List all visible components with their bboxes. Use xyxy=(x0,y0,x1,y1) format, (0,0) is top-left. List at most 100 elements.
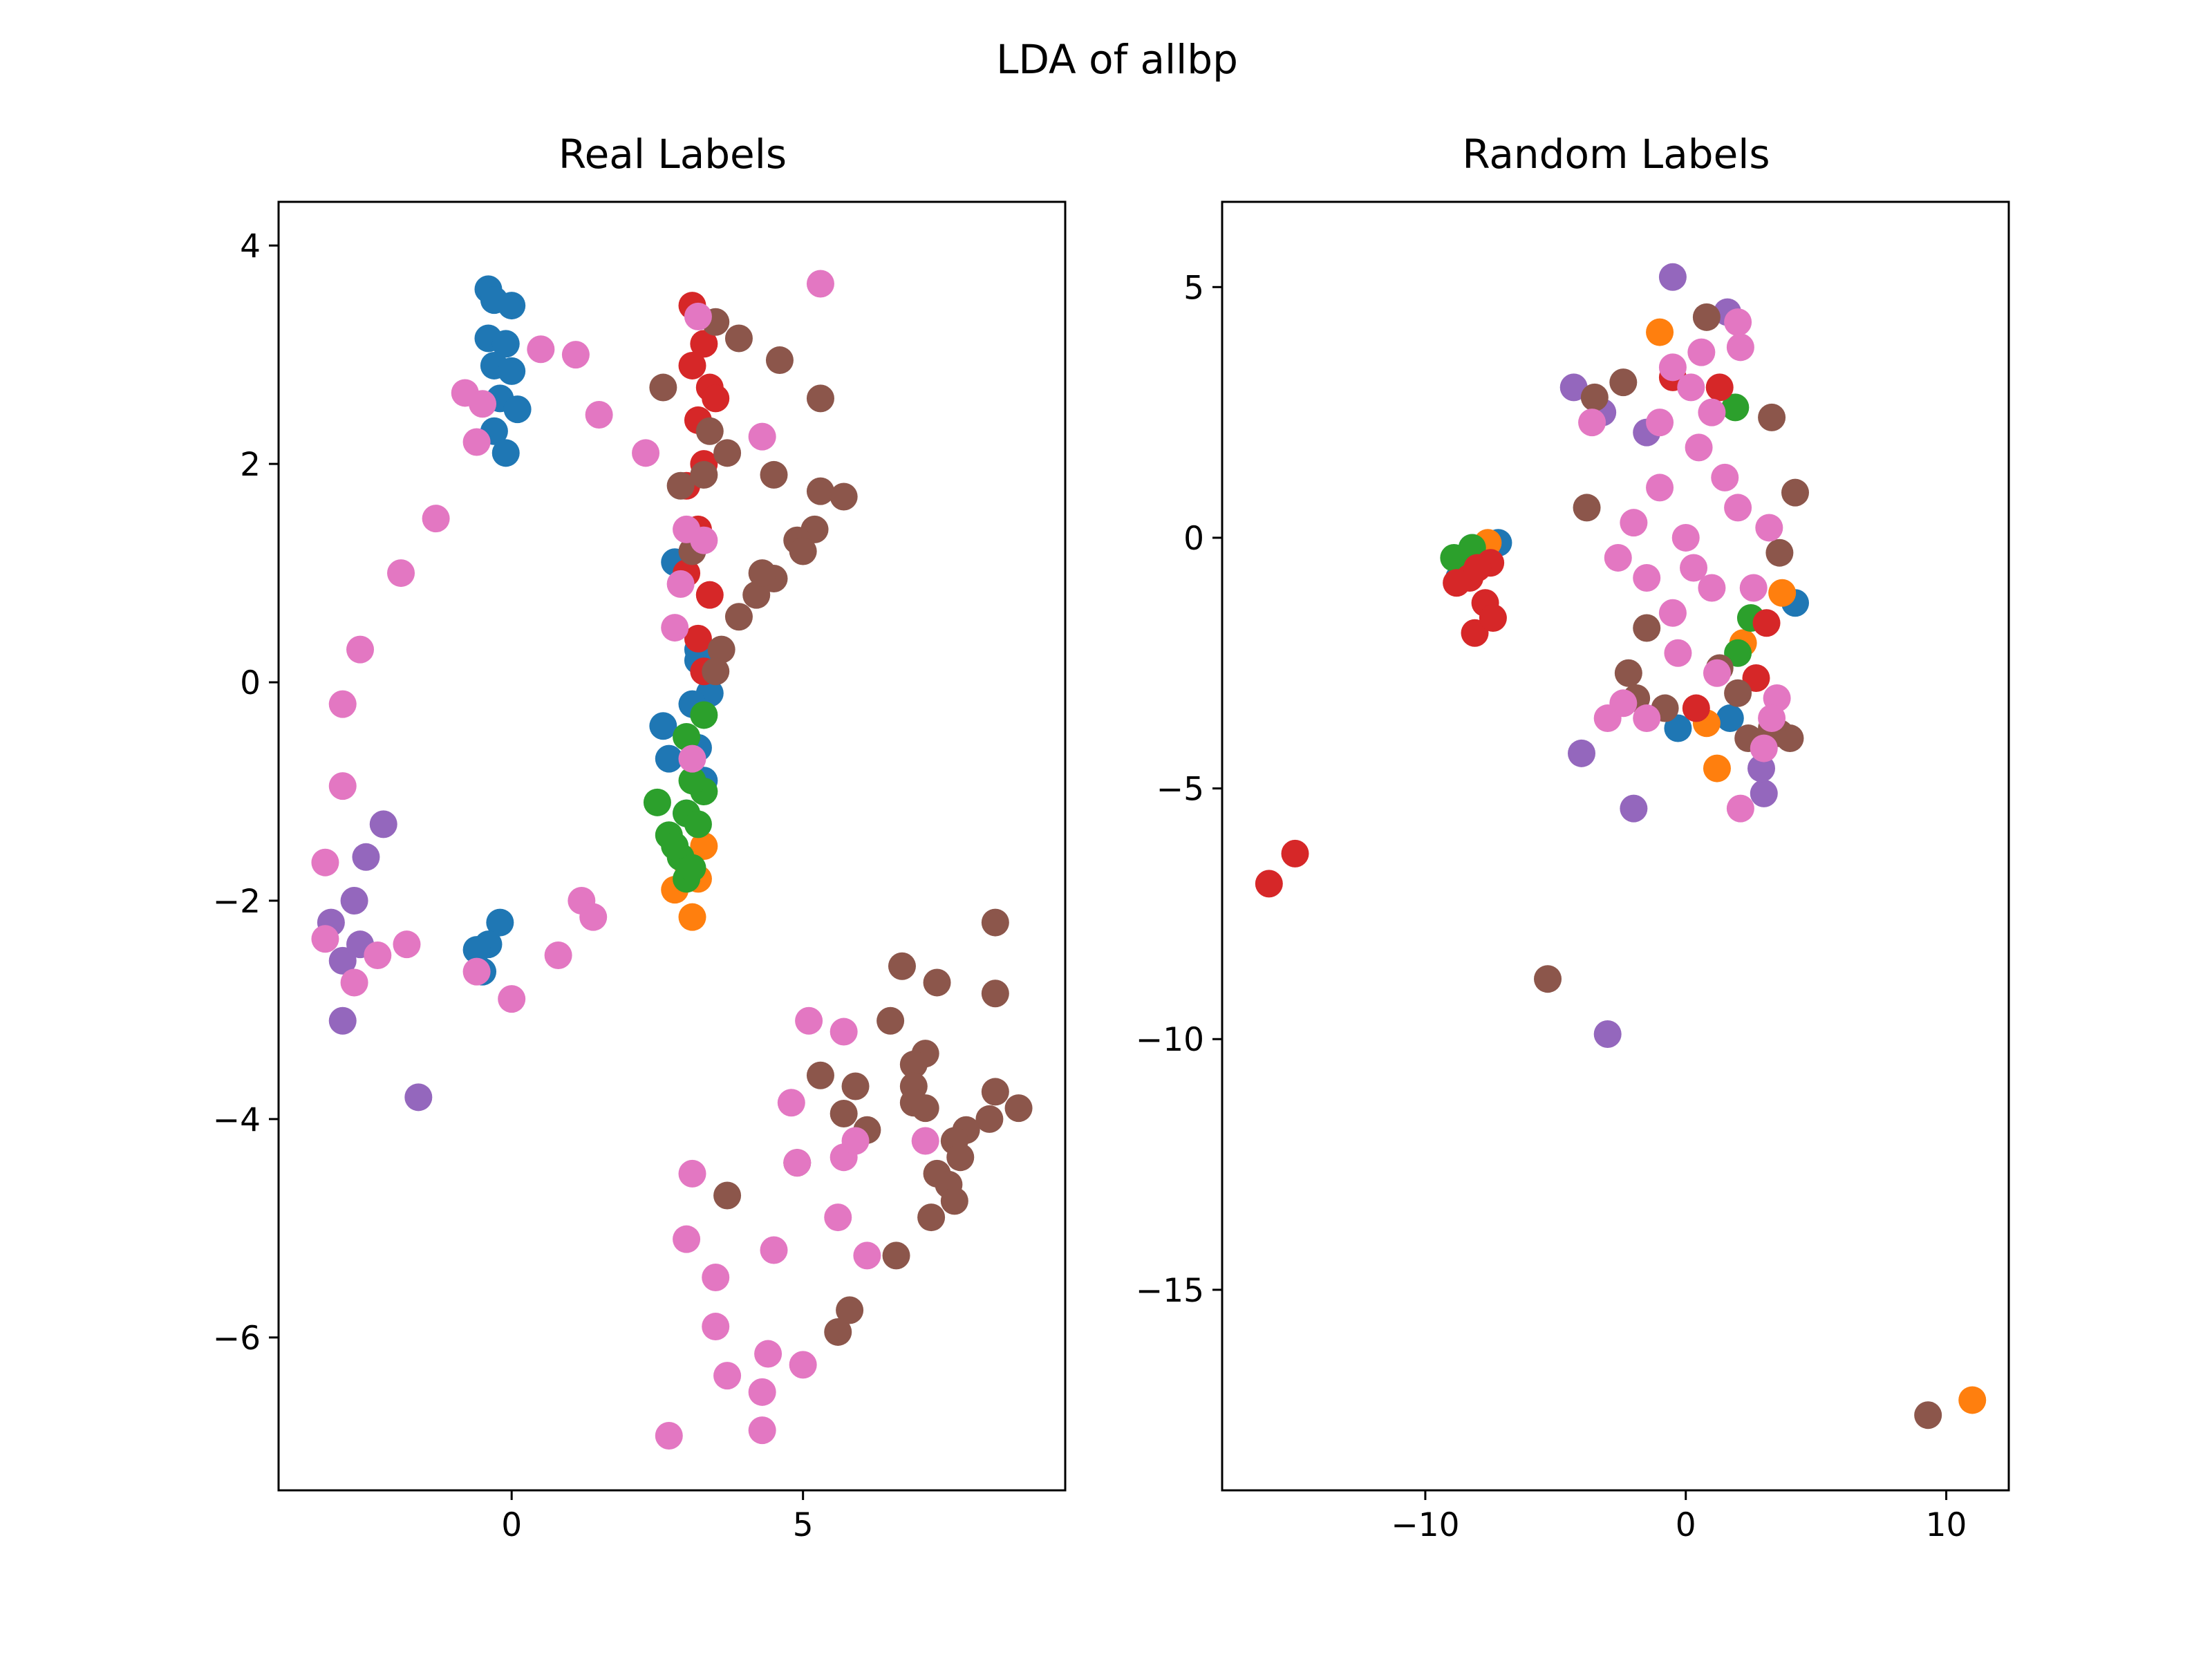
scatter-point-real-s5-9 xyxy=(830,482,858,511)
scatter-point-random-s4-7 xyxy=(1747,754,1776,782)
scatter-point-real-s2-11 xyxy=(673,723,701,751)
scatter-point-random-s6-21 xyxy=(1658,599,1687,627)
x-tick-label-random-1: 0 xyxy=(1676,1506,1696,1544)
y-axis-ticks-random-labels: 5 0 −5 −10 −15 xyxy=(1136,269,1222,1310)
scatter-point-real-s5-5 xyxy=(713,439,742,467)
scatter-point-random-s6-14 xyxy=(1703,659,1731,687)
scatter-point-real-s3-5 xyxy=(702,384,730,413)
scatter-point-real-s5-14 xyxy=(742,581,771,609)
scatter-point-real-s6-4 xyxy=(469,390,497,418)
scatter-point-random-s6-16 xyxy=(1646,474,1674,502)
scatter-point-random-s2-2 xyxy=(1721,393,1750,422)
scatter-point-real-s5-41 xyxy=(946,1143,975,1172)
y-tick-label-random-1: 0 xyxy=(1183,520,1204,558)
scatter-point-real-s0-10 xyxy=(491,439,520,467)
scatter-point-real-s0-17 xyxy=(649,712,677,740)
scatter-point-real-s6-21 xyxy=(684,302,712,330)
scatter-point-real-s3-11 xyxy=(684,624,712,653)
scatter-point-random-s6-4 xyxy=(1578,409,1606,437)
scatter-point-real-s5-33 xyxy=(911,1094,939,1123)
scatter-point-random-s6-5 xyxy=(1698,398,1726,427)
scatter-point-real-s6-41 xyxy=(655,1422,683,1450)
scatter-point-real-s6-24 xyxy=(777,1089,805,1117)
scatter-point-real-s5-29 xyxy=(806,1061,834,1089)
scatter-point-real-s5-36 xyxy=(975,1105,1004,1133)
scatter-point-real-s5-23 xyxy=(888,952,916,980)
scatter-point-random-s1-4 xyxy=(1703,754,1731,782)
scatter-point-real-s2-8 xyxy=(690,701,718,729)
y-tick-label-real-5: −6 xyxy=(213,1320,261,1358)
scatter-point-random-s6-19 xyxy=(1724,494,1752,522)
scatter-point-random-s3-6 xyxy=(1443,569,1471,597)
scatter-point-real-s6-8 xyxy=(328,772,357,800)
scatter-point-random-s5-17 xyxy=(1633,614,1661,642)
scatter-point-real-s2-9 xyxy=(661,832,689,860)
scatter-point-real-s5-17 xyxy=(702,657,730,686)
y-tick-label-random-0: 5 xyxy=(1183,269,1204,307)
scatter-point-real-s0-2 xyxy=(498,292,526,320)
scatter-point-real-s4-7 xyxy=(369,810,397,838)
scatter-point-real-s6-31 xyxy=(673,1225,701,1253)
y-tick-label-random-2: −5 xyxy=(1156,771,1204,809)
scatter-point-real-s4-6 xyxy=(352,843,380,871)
scatter-point-real-s2-3 xyxy=(684,810,712,838)
x-tick-label-real-0: 0 xyxy=(501,1506,522,1544)
scatter-point-real-s5-19 xyxy=(666,471,695,500)
y-tick-label-real-3: −2 xyxy=(213,883,261,921)
scatter-point-random-s3-8 xyxy=(1463,554,1492,582)
scatter-point-random-s2-4 xyxy=(1724,639,1752,667)
scatter-point-random-s1-0 xyxy=(1958,1386,1987,1414)
scatter-point-random-s5-7 xyxy=(1781,478,1810,507)
figure-suptitle: LDA of allbp xyxy=(996,36,1238,83)
scatter-point-random-s3-4 xyxy=(1479,603,1507,632)
scatter-point-real-s2-0 xyxy=(643,788,671,816)
scatter-point-real-s5-18 xyxy=(649,373,677,402)
scatter-point-random-s4-4 xyxy=(1568,739,1596,767)
scatter-point-real-s6-27 xyxy=(841,1127,870,1155)
scatter-point-real-s0-4 xyxy=(491,330,520,358)
scatter-point-real-s6-36 xyxy=(713,1362,742,1390)
scatter-point-real-s6-48 xyxy=(387,559,415,588)
scatter-point-real-s5-16 xyxy=(707,635,735,664)
scatter-point-random-s6-28 xyxy=(1755,514,1783,542)
scatter-point-real-s5-48 xyxy=(836,1296,864,1324)
scatter-point-real-s6-6 xyxy=(346,635,375,664)
scatter-point-random-s4-3 xyxy=(1593,1020,1622,1048)
scatter-point-real-s5-47 xyxy=(882,1241,910,1270)
scatter-point-real-s6-39 xyxy=(748,1378,776,1406)
scatter-point-random-s6-11 xyxy=(1750,734,1778,762)
scatter-point-random-s6-26 xyxy=(1739,574,1768,602)
scatter-point-real-s0-18 xyxy=(655,744,683,773)
scatter-point-real-s0-14 xyxy=(462,936,491,964)
scatter-point-real-s6-35 xyxy=(702,1313,730,1341)
scatter-point-real-s5-45 xyxy=(917,1203,946,1232)
scatter-point-real-s5-4 xyxy=(695,417,724,445)
scatter-point-real-s6-23 xyxy=(795,1006,823,1035)
x-tick-label-real-1: 5 xyxy=(793,1506,814,1544)
y-tick-label-random-4: −15 xyxy=(1136,1272,1204,1310)
scatter-point-real-s6-43 xyxy=(632,439,660,467)
scatter-point-real-s4-5 xyxy=(340,886,368,915)
y-tick-label-random-3: −10 xyxy=(1136,1021,1204,1059)
scatter-point-random-s3-0 xyxy=(1255,870,1283,898)
scatter-point-random-s6-10 xyxy=(1726,794,1754,823)
scatter-point-real-s6-33 xyxy=(853,1241,881,1270)
scatter-point-real-s5-49 xyxy=(824,1318,852,1346)
scatter-point-real-s5-44 xyxy=(940,1187,968,1215)
scatter-point-real-s5-22 xyxy=(981,908,1009,937)
scatter-point-random-s5-3 xyxy=(1609,368,1638,397)
scatter-point-real-s5-28 xyxy=(899,1050,928,1078)
scatter-point-real-s6-28 xyxy=(911,1127,939,1155)
scatter-point-real-s6-30 xyxy=(824,1203,852,1232)
scatter-point-real-s6-14 xyxy=(462,957,491,986)
scatter-point-real-s5-21 xyxy=(748,559,776,588)
scatter-points-real-labels xyxy=(311,270,1033,1450)
scatter-point-random-s0-4 xyxy=(1664,714,1692,742)
scatter-point-real-s4-1 xyxy=(404,1083,433,1112)
scatter-point-real-s1-4 xyxy=(690,832,718,860)
scatter-point-real-s0-6 xyxy=(498,357,526,385)
scatter-point-real-s6-1 xyxy=(527,335,555,364)
scatter-point-real-s6-45 xyxy=(666,570,695,598)
scatter-point-real-s2-7 xyxy=(678,767,706,795)
